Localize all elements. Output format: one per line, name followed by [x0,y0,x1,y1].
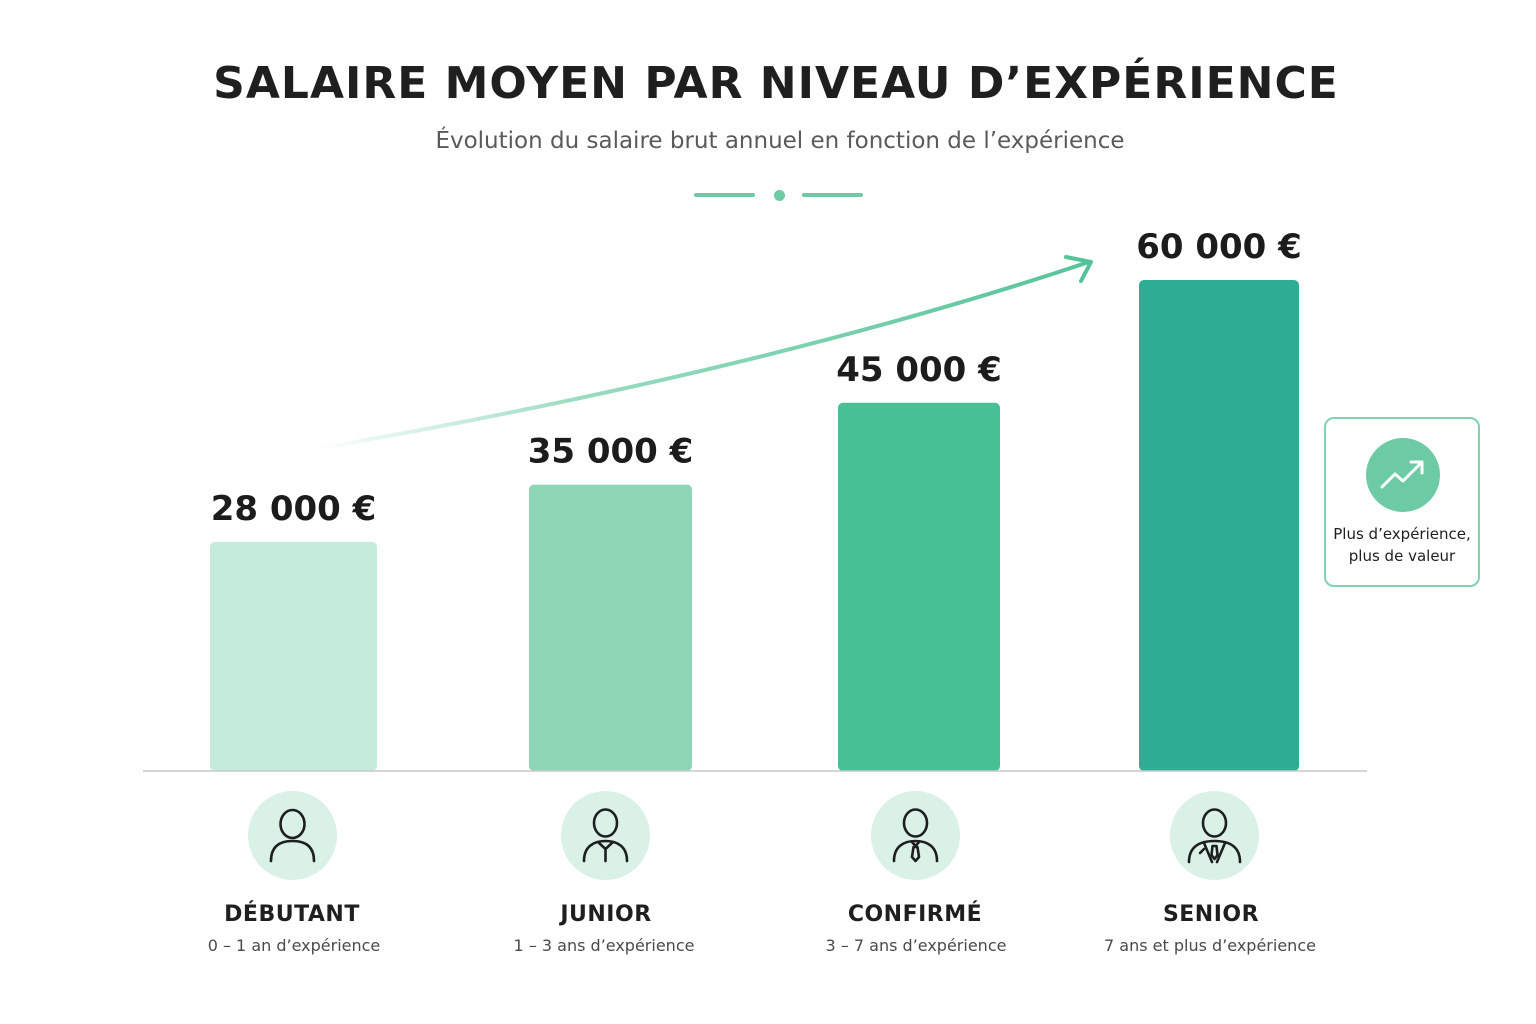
user-suit-icon [1170,791,1259,880]
user-icon [248,791,337,880]
category-label-junior: JUNIOR [560,902,652,927]
user-collar-icon [561,791,650,880]
value-label-debutant: 28 000 € [211,489,377,529]
bar-junior [529,484,692,771]
divider-dot [774,190,785,201]
bar-senior [1139,280,1299,771]
category-subtitle-confirme: 3 – 7 ans d’expérience [825,936,1007,955]
bar-confirme [838,402,1000,771]
chart-title: SALAIRE MOYEN PAR NIVEAU D’EXPÉRIENCE [213,58,1339,109]
divider-line-left [694,193,755,197]
category-label-senior: SENIOR [1162,902,1260,927]
value-label-senior: 60 000 € [1136,227,1302,267]
category-label-debutant: DÉBUTANT [224,902,360,927]
trending-up-icon [1366,438,1440,512]
category-subtitle-junior: 1 – 3 ans d’expérience [513,936,695,955]
user-tie-icon [871,791,960,880]
value-label-junior: 35 000 € [528,432,694,472]
category-label-confirme: CONFIRMÉ [847,902,983,927]
divider-line-right [802,193,863,197]
callout-text: Plus d’expérience, plus de valeur [1326,523,1478,567]
category-subtitle-debutant: 0 – 1 an d’expérience [207,936,381,955]
callout-line-1: Plus d’expérience, [1333,525,1471,543]
callout-line-2: plus de valeur [1348,547,1456,565]
value-label-confirme: 45 000 € [836,350,1002,390]
category-subtitle-senior: 7 ans et plus d’expérience [1104,936,1316,955]
trend-arrow-head [1064,255,1093,283]
callout-card: Plus d’expérience, plus de valeur [1324,417,1480,587]
trend-arrow [313,260,1091,451]
chart-subtitle: Évolution du salaire brut annuel en fonc… [435,128,1125,154]
bar-debutant [210,541,377,771]
